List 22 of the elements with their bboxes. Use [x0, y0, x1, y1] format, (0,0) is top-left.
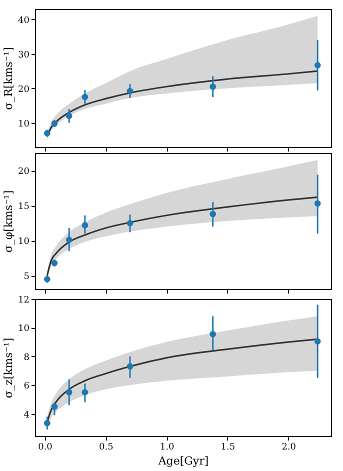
x-axis-title: Age[Gyr]	[157, 454, 209, 468]
y-tick-label: 5	[24, 272, 30, 282]
x-tick-label: 1.0	[160, 442, 174, 452]
y-tick-label: 12	[18, 296, 30, 306]
y-axis-title: σ_R[kms⁻¹]	[2, 47, 16, 110]
y-tick-label: 40	[18, 16, 30, 26]
y-tick-label: 10	[18, 119, 30, 130]
x-tick-label: 0.5	[98, 442, 114, 452]
y-tick-label: 10	[18, 237, 30, 248]
y-axis-title: σ_z[kms⁻¹]	[2, 338, 16, 398]
y-tick-label: 6	[24, 382, 30, 392]
x-tick-label: 2.0	[282, 442, 296, 452]
y-tick-label: 10	[18, 324, 30, 334]
y-tick-label: 30	[18, 50, 30, 60]
x-tick-label: 0.0	[38, 442, 53, 452]
x-tick-label: 1.5	[220, 442, 236, 452]
y-tick-label: 20	[18, 84, 30, 95]
y-tick-label: 8	[24, 352, 30, 363]
y-tick-label: 15	[18, 202, 30, 212]
y-tick-label: 20	[18, 167, 30, 178]
y-axis-title: σ_φ[kms⁻¹]	[2, 190, 16, 253]
y-tick-label: 4	[24, 410, 30, 420]
